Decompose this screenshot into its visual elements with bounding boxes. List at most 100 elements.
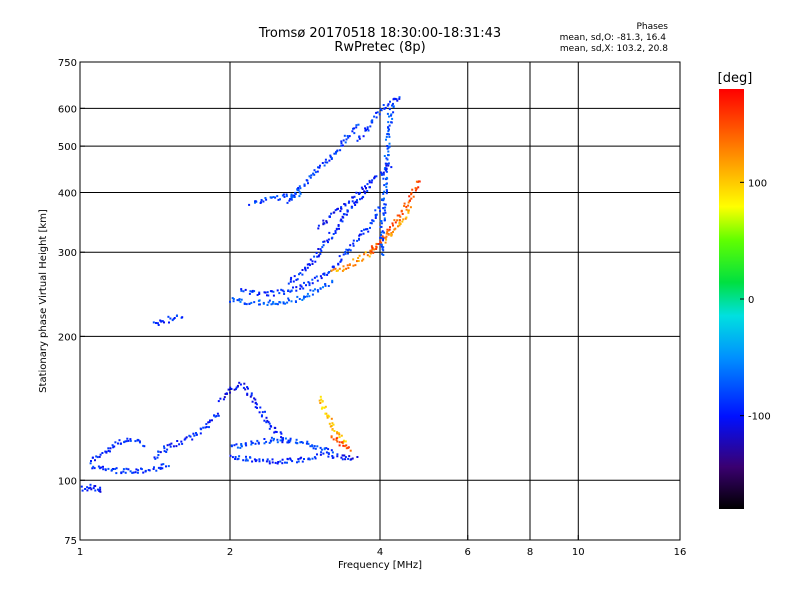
trace-point bbox=[316, 453, 318, 456]
trace-point bbox=[348, 200, 351, 203]
trace-point bbox=[319, 395, 322, 398]
trace-point bbox=[386, 104, 389, 107]
trace-point bbox=[319, 275, 322, 278]
trace-point bbox=[321, 406, 324, 409]
y-axis-label: Stationary phase Virtual Height [km] bbox=[38, 209, 49, 393]
trace-point bbox=[287, 297, 290, 300]
trace-point bbox=[245, 303, 248, 306]
trace-point bbox=[395, 98, 398, 101]
trace-point bbox=[284, 302, 287, 305]
trace-point bbox=[387, 121, 390, 124]
trace-point bbox=[142, 444, 145, 447]
trace-point bbox=[296, 461, 298, 464]
trace-point bbox=[126, 437, 129, 440]
trace-point bbox=[171, 319, 174, 322]
trace-point bbox=[157, 454, 160, 456]
trace-point bbox=[238, 298, 241, 301]
trace-point bbox=[342, 265, 345, 268]
trace-point bbox=[410, 192, 413, 195]
trace-point bbox=[384, 106, 387, 109]
trace-point bbox=[272, 439, 275, 442]
trace-point bbox=[267, 421, 270, 424]
trace-point bbox=[381, 235, 384, 238]
trace-point bbox=[330, 212, 333, 215]
trace-point bbox=[119, 442, 122, 445]
trace-point bbox=[376, 243, 379, 245]
trace-point bbox=[358, 136, 361, 138]
trace-point bbox=[385, 235, 388, 238]
trace-point bbox=[386, 145, 389, 147]
trace-point bbox=[339, 149, 342, 152]
trace-point bbox=[307, 281, 310, 284]
trace-point bbox=[384, 241, 387, 244]
trace-point bbox=[319, 287, 322, 290]
trace-point bbox=[332, 265, 334, 268]
trace-point bbox=[338, 433, 341, 436]
trace-point bbox=[285, 195, 288, 198]
trace-point bbox=[345, 248, 348, 251]
trace-point bbox=[305, 442, 308, 445]
trace-point bbox=[330, 158, 333, 160]
trace-point bbox=[336, 431, 339, 434]
trace-point bbox=[313, 173, 316, 176]
trace-point bbox=[122, 470, 125, 473]
trace-point bbox=[239, 446, 242, 449]
trace-point bbox=[382, 237, 385, 240]
trace-point bbox=[287, 282, 290, 285]
trace-point bbox=[342, 444, 345, 447]
trace-point bbox=[314, 447, 317, 450]
trace-point bbox=[245, 458, 248, 461]
trace-point bbox=[317, 290, 320, 293]
trace-point bbox=[322, 240, 325, 243]
trace-point bbox=[372, 251, 375, 254]
trace-point bbox=[153, 456, 156, 459]
trace-point bbox=[113, 445, 116, 448]
trace-point bbox=[324, 161, 327, 164]
trace-point bbox=[385, 183, 388, 186]
trace-point bbox=[341, 441, 343, 444]
trace-point bbox=[104, 468, 107, 471]
trace-point bbox=[324, 284, 327, 287]
trace-point bbox=[358, 234, 361, 237]
trace-point bbox=[396, 219, 399, 222]
trace-point bbox=[340, 140, 343, 143]
trace-point bbox=[195, 433, 198, 436]
trace-point bbox=[125, 467, 128, 470]
trace-point bbox=[155, 322, 157, 324]
trace-point bbox=[271, 461, 274, 464]
trace-point bbox=[364, 192, 367, 195]
trace-point bbox=[300, 456, 303, 459]
trace-point bbox=[364, 127, 367, 130]
trace-point bbox=[313, 456, 316, 459]
trace-point bbox=[388, 142, 391, 145]
trace-point bbox=[240, 443, 243, 445]
trace-point bbox=[380, 173, 383, 176]
trace-point bbox=[183, 438, 186, 441]
trace-point bbox=[331, 236, 334, 239]
trace-points bbox=[80, 96, 421, 493]
trace-point bbox=[279, 301, 282, 304]
trace-point bbox=[281, 462, 284, 465]
trace-point bbox=[387, 229, 390, 232]
trace-point bbox=[391, 222, 394, 225]
trace-point bbox=[340, 434, 343, 437]
trace-point bbox=[304, 295, 307, 298]
trace-point bbox=[385, 138, 387, 141]
trace-point bbox=[354, 264, 357, 267]
trace-point bbox=[284, 437, 287, 440]
trace-point bbox=[325, 220, 328, 223]
trace-point bbox=[375, 213, 378, 216]
trace-point bbox=[296, 295, 299, 298]
trace-point bbox=[389, 226, 391, 229]
trace-point bbox=[240, 298, 243, 301]
trace-point bbox=[316, 255, 319, 258]
trace-point bbox=[89, 483, 92, 486]
trace-point bbox=[268, 299, 271, 302]
trace-point bbox=[327, 448, 330, 451]
trace-point bbox=[348, 455, 351, 458]
trace-point bbox=[91, 456, 94, 459]
trace-point bbox=[303, 184, 306, 187]
trace-point bbox=[387, 164, 390, 167]
trace-point bbox=[114, 468, 117, 470]
trace-point bbox=[382, 104, 385, 106]
